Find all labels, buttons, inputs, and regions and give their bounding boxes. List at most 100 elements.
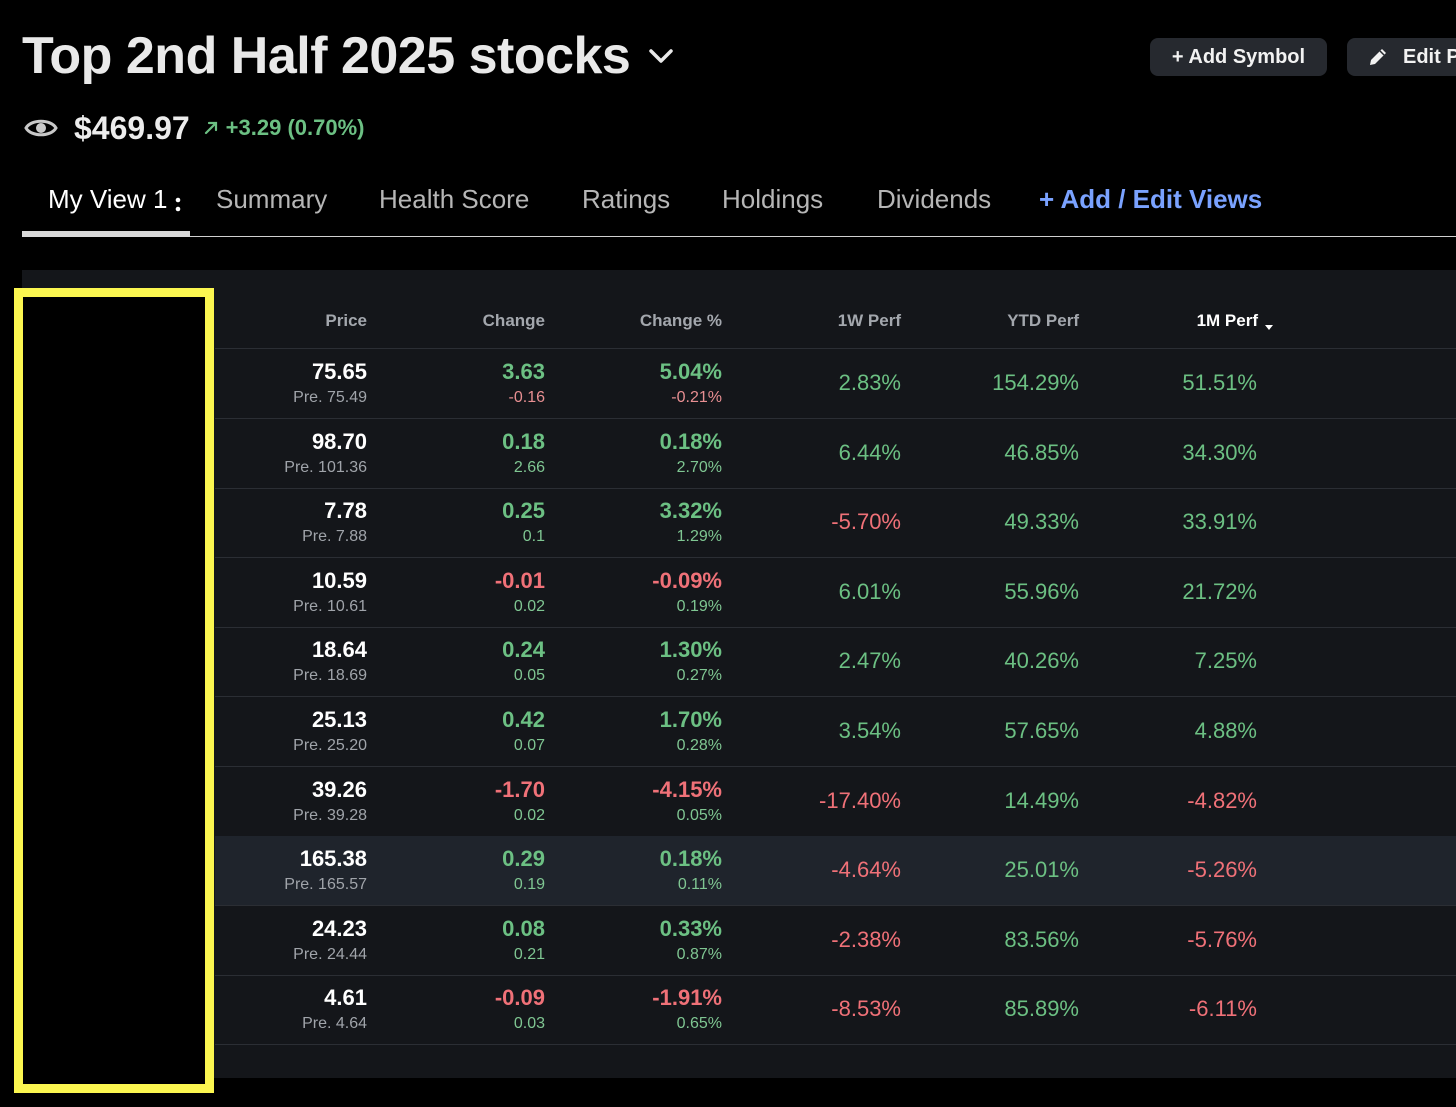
tab-dividends[interactable]: Dividends (877, 184, 992, 214)
change-pct-premarket: 0.19% (676, 597, 722, 615)
portfolio-title[interactable]: Top 2nd Half 2025 stocks (22, 27, 631, 85)
table-row[interactable]: 4.61 Pre. 4.64 -0.09 0.03 -1.91% 0.65% -8.53% 8… (215, 975, 1456, 1046)
premarket-price: Pre. 4.64 (302, 1015, 367, 1033)
premarket-price: Pre. 101.36 (284, 458, 367, 476)
change-pct-cell: 0.33% 0.87% (215, 906, 722, 975)
active-tab-indicator (22, 231, 190, 237)
1m-perf-cell: -4.82% (215, 767, 1257, 836)
premarket-price: Pre. 165.57 (284, 876, 367, 894)
1w-perf-value: -5.70% (831, 509, 901, 535)
table-row[interactable]: 10.59 Pre. 10.61 -0.01 0.02 -0.09% 0.19% 6.01%… (215, 558, 1456, 628)
price-cell: 75.65 Pre. 75.49 (215, 349, 367, 418)
change-pct-cell: 0.18% 0.11% (215, 836, 722, 905)
price-value: 4.61 (324, 985, 367, 1011)
change-value: -1.70 (494, 776, 545, 802)
change-pct-cell: -4.15% 0.05% (215, 767, 722, 836)
ytd-perf-cell: 40.26% (215, 627, 1079, 696)
chevron-down-icon[interactable] (646, 41, 676, 71)
change-premarket: 0.1 (522, 528, 545, 546)
price-value: 98.70 (311, 428, 367, 454)
column-header-1w-perf[interactable]: 1W Perf (837, 311, 901, 330)
1w-perf-value: 6.44% (838, 439, 901, 465)
add-edit-views-link[interactable]: + Add / Edit Views (1039, 184, 1263, 214)
price-cell: 10.59 Pre. 10.61 (215, 558, 367, 627)
1w-perf-value: 2.47% (838, 648, 901, 674)
table-row[interactable]: 18.64 Pre. 18.69 0.24 0.05 1.30% 0.27% 2.47% 40… (215, 627, 1456, 698)
change-pct-cell: 3.32% 1.29% (215, 488, 722, 557)
1m-perf-value: 34.30% (1182, 439, 1257, 465)
ytd-perf-cell: 55.96% (215, 558, 1079, 627)
1w-perf-value: -2.38% (831, 926, 901, 952)
change-pct-premarket: 0.05% (676, 806, 722, 824)
change-pct-premarket: 0.65% (676, 1015, 722, 1033)
change-pct-premarket: -0.21% (671, 389, 722, 406)
redacted-symbol-column (14, 288, 214, 1093)
1m-perf-value: 7.25% (1194, 648, 1257, 674)
1w-perf-cell: 2.83% (215, 349, 901, 418)
change-value: 3.63 (502, 359, 545, 384)
edit-portfolio-button[interactable]: Edit P (1347, 38, 1456, 76)
change-pct-premarket: 1.29% (676, 528, 722, 546)
change-pct-cell: -1.91% 0.65% (215, 975, 722, 1044)
change-pct-value: 5.04% (659, 359, 722, 384)
tab-label: My View 1 (48, 184, 168, 214)
column-header-price[interactable]: Price (325, 311, 367, 330)
1w-perf-cell: 6.44% (215, 419, 901, 488)
table-row[interactable]: 7.78 Pre. 7.88 0.25 0.1 3.32% 1.29% -5.70% 49.3… (215, 488, 1456, 559)
premarket-price: Pre. 7.88 (302, 528, 367, 546)
1m-perf-cell: -5.26% (215, 836, 1257, 905)
1w-perf-value: -4.64% (831, 857, 901, 883)
table-row[interactable]: 24.23 Pre. 24.44 0.08 0.21 0.33% 0.87% -2.38% 8… (215, 906, 1456, 976)
eye-icon[interactable] (24, 116, 58, 140)
premarket-price: Pre. 25.20 (293, 737, 367, 754)
change-pct-cell: 1.70% 0.28% (215, 697, 722, 766)
change-cell: -0.01 0.02 (215, 558, 545, 627)
price-cell: 18.64 Pre. 18.69 (215, 627, 367, 696)
change-premarket: 0.19 (513, 876, 545, 894)
table-row[interactable]: 75.65 Pre. 75.49 3.63 -0.16 5.04% -0.21% 2.83%… (215, 349, 1456, 419)
change-value: 0.24 (502, 637, 545, 663)
change-cell: 0.25 0.1 (215, 488, 545, 557)
table-row[interactable]: 98.70 Pre. 101.36 0.18 2.66 0.18% 2.70% 6.44% 4… (215, 419, 1456, 489)
column-header-change[interactable]: Change (482, 311, 545, 330)
table-row[interactable]: 25.13 Pre. 25.20 0.42 0.07 1.70% 0.28% 3.54% 57… (215, 697, 1456, 767)
change-value: -0.09 (494, 985, 545, 1011)
1m-perf-cell: -5.76% (215, 906, 1257, 975)
change-pct-cell: -0.09% 0.19% (215, 558, 722, 627)
change-premarket: 0.07 (513, 737, 545, 754)
change-pct-cell: 1.30% 0.27% (215, 627, 722, 696)
pencil-icon (1367, 46, 1389, 68)
header-divider (215, 348, 1456, 349)
ytd-perf-cell: 25.01% (215, 836, 1079, 905)
1m-perf-cell: -6.11% (215, 975, 1257, 1044)
change-pct-value: 1.30% (659, 637, 722, 663)
tab-health-score[interactable]: Health Score (379, 184, 530, 214)
column-header-change-pct[interactable]: Change % (639, 311, 722, 330)
1m-perf-cell: 51.51% (215, 349, 1257, 418)
portfolio-title-row[interactable]: Top 2nd Half 2025 stocks (22, 24, 676, 88)
price-cell: 39.26 Pre. 39.28 (215, 767, 367, 836)
1w-perf-cell: -2.38% (215, 906, 901, 975)
tab-ratings[interactable]: Ratings (582, 184, 671, 214)
add-symbol-label: + Add Symbol (1171, 45, 1306, 68)
change-cell: 0.18 2.66 (215, 419, 545, 488)
change-premarket: 0.02 (513, 597, 545, 615)
ytd-perf-cell: 49.33% (215, 488, 1079, 557)
add-symbol-button[interactable]: + Add Symbol (1150, 38, 1327, 76)
column-header-ytd-perf[interactable]: YTD Perf (1007, 311, 1079, 330)
price-cell: 7.78 Pre. 7.88 (215, 488, 367, 557)
table-row[interactable]: 39.26 Pre. 39.28 -1.70 0.02 -4.15% 0.05% -17.4… (215, 767, 1456, 837)
more-vertical-icon[interactable] (173, 191, 183, 212)
tab-holdings[interactable]: Holdings (722, 184, 824, 214)
tab-summary[interactable]: Summary (216, 184, 328, 214)
column-header-1m-perf[interactable]: 1M Perf (215, 311, 1274, 331)
change-pct-value: 3.32% (659, 498, 722, 524)
premarket-price: Pre. 75.49 (293, 389, 367, 406)
change-pct-premarket: 0.28% (676, 737, 722, 754)
portfolio-total-change: +3.29 (0.70%) (225, 115, 365, 140)
table-row[interactable]: 165.38 Pre. 165.57 0.29 0.19 0.18% 0.11% -4.64… (215, 836, 1456, 907)
1m-perf-value: 4.88% (1194, 718, 1257, 743)
tab-my-view-1[interactable]: My View 1 (48, 184, 183, 215)
1m-perf-value: -4.82% (1187, 787, 1257, 813)
